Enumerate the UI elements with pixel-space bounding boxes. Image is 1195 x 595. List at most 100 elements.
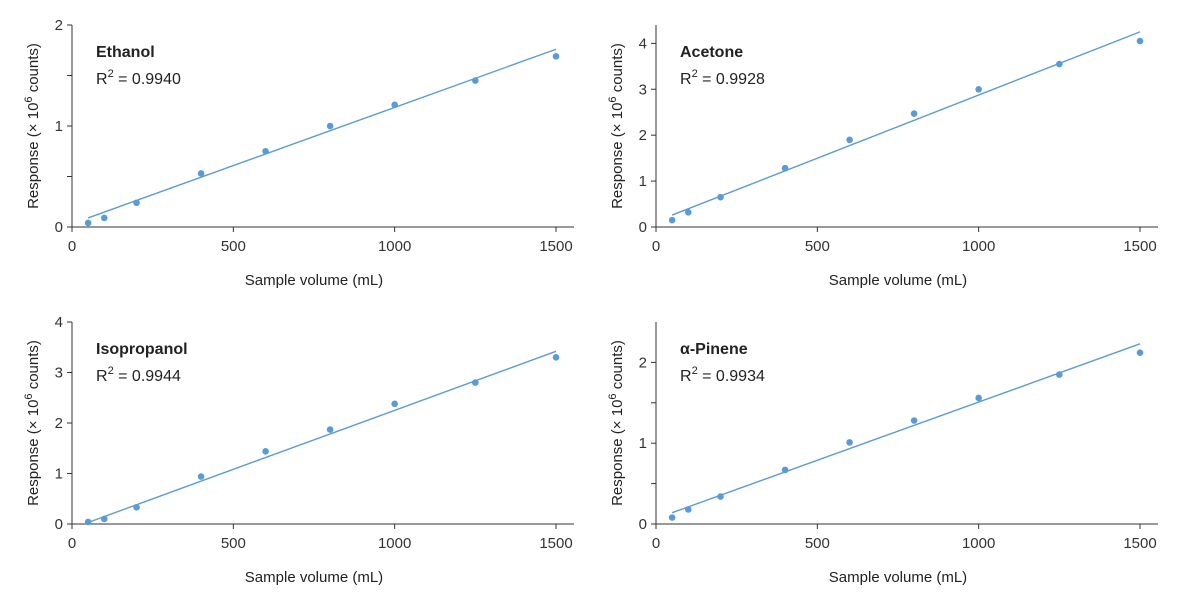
data-point bbox=[782, 467, 789, 474]
y-axis-title-main: Response (× 10 bbox=[25, 400, 42, 506]
panel-title: Ethanol bbox=[96, 44, 155, 61]
r-squared-value: = 0.9940 bbox=[114, 71, 181, 88]
chart-panel: 0 500 1000 1500 0 1 2 Sample volume (mL) Respons… bbox=[607, 322, 1158, 586]
r-squared-label: R2 = 0.9928 bbox=[680, 68, 765, 88]
y-axis-title-main: Response (× 10 bbox=[609, 103, 626, 209]
data-point bbox=[262, 448, 269, 455]
data-point bbox=[685, 506, 692, 513]
data-point bbox=[101, 215, 108, 222]
data-point bbox=[133, 199, 140, 206]
r-squared-label: R2 = 0.9944 bbox=[96, 365, 181, 385]
y-tick-label: 2 bbox=[639, 354, 647, 371]
data-point bbox=[911, 110, 918, 117]
y-tick-label: 2 bbox=[55, 17, 63, 34]
data-point bbox=[553, 53, 560, 60]
data-point bbox=[472, 379, 479, 386]
r-squared-label: R2 = 0.9934 bbox=[680, 365, 765, 385]
y-axis-title-tail: counts) bbox=[25, 43, 42, 96]
data-point bbox=[846, 439, 853, 446]
y-tick-label: 4 bbox=[639, 35, 647, 52]
data-point bbox=[911, 417, 918, 424]
data-point bbox=[717, 194, 724, 201]
r-squared-value: = 0.9944 bbox=[114, 368, 181, 385]
r-squared-value: = 0.9928 bbox=[698, 71, 765, 88]
y-tick-label: 0 bbox=[639, 219, 647, 236]
panel-title: α-Pinene bbox=[680, 341, 748, 358]
y-tick-label: 3 bbox=[55, 365, 63, 382]
data-point bbox=[685, 209, 692, 216]
y-tick-label: 1 bbox=[55, 118, 63, 135]
data-point bbox=[198, 473, 205, 480]
y-axis-title: Response (× 106 counts) bbox=[607, 43, 626, 209]
x-tick-label: 1000 bbox=[378, 238, 411, 255]
y-tick-label: 4 bbox=[55, 314, 63, 331]
x-axis-title: Sample volume (mL) bbox=[829, 569, 967, 586]
chart-panel: 0 500 1000 1500 0 1 2 3 4 Sample volume (mL) Respo… bbox=[607, 25, 1158, 289]
y-tick-label: 1 bbox=[55, 466, 63, 483]
chart-panel: 0 500 1000 1500 0 1 2 3 4 Sample volume (mL) Respo… bbox=[23, 314, 574, 586]
x-tick-label: 1000 bbox=[962, 238, 995, 255]
x-tick-label: 500 bbox=[221, 238, 246, 255]
r-squared-label: R2 = 0.9940 bbox=[96, 68, 181, 88]
data-point bbox=[262, 148, 269, 155]
y-tick-label: 3 bbox=[639, 81, 647, 98]
y-tick-label: 1 bbox=[639, 435, 647, 452]
x-axis-title: Sample volume (mL) bbox=[245, 272, 383, 289]
panel-title: Isopropanol bbox=[96, 341, 188, 358]
y-tick-label: 2 bbox=[55, 415, 63, 432]
r-squared-prefix: R bbox=[96, 368, 108, 385]
data-point bbox=[1056, 61, 1063, 68]
y-axis-title-tail: counts) bbox=[609, 340, 626, 393]
data-point bbox=[669, 217, 676, 224]
r-squared-prefix: R bbox=[680, 71, 692, 88]
data-point bbox=[846, 136, 853, 143]
data-point bbox=[553, 354, 560, 361]
calibration-figure: 0 500 1000 1500012Sample volume (mL)Respons… bbox=[0, 0, 1195, 595]
data-point bbox=[975, 395, 982, 402]
x-tick-label: 0 bbox=[652, 535, 660, 552]
y-axis-title: Response (× 106 counts) bbox=[607, 340, 626, 506]
y-tick-label: 1 bbox=[639, 173, 647, 190]
data-point bbox=[85, 220, 92, 227]
data-point bbox=[472, 77, 479, 84]
x-tick-label: 1000 bbox=[378, 535, 411, 552]
y-tick-label: 0 bbox=[55, 219, 63, 236]
data-point bbox=[327, 426, 334, 433]
x-tick-label: 1500 bbox=[539, 535, 572, 552]
r-squared-prefix: R bbox=[680, 368, 692, 385]
data-point bbox=[717, 493, 724, 500]
x-tick-label: 500 bbox=[805, 238, 830, 255]
data-point bbox=[391, 401, 398, 408]
data-point bbox=[1137, 38, 1144, 45]
r-squared-prefix: R bbox=[96, 71, 108, 88]
data-point bbox=[391, 101, 398, 108]
data-point bbox=[782, 165, 789, 172]
y-axis-title-tail: counts) bbox=[609, 43, 626, 96]
data-point bbox=[669, 514, 676, 521]
x-axis-title: Sample volume (mL) bbox=[245, 569, 383, 586]
y-axis-title-main: Response (× 10 bbox=[609, 400, 626, 506]
data-point bbox=[101, 516, 108, 523]
data-point bbox=[327, 123, 334, 130]
r-squared-value: = 0.9934 bbox=[698, 368, 765, 385]
panel-title: Acetone bbox=[680, 44, 743, 61]
chart-panel: 0 500 1000 1500 0 1 2 Sample volume (mL) Respons… bbox=[23, 17, 574, 289]
y-axis-title-tail: counts) bbox=[25, 340, 42, 393]
y-axis-title: Response (× 106 counts) bbox=[23, 340, 42, 506]
data-point bbox=[133, 504, 140, 511]
y-tick-label: 2 bbox=[639, 127, 647, 144]
y-tick-label: 0 bbox=[55, 516, 63, 533]
x-axis-title: Sample volume (mL) bbox=[829, 272, 967, 289]
y-axis-title: Response (× 106 counts) bbox=[23, 43, 42, 209]
x-tick-label: 1500 bbox=[539, 238, 572, 255]
data-point bbox=[975, 86, 982, 93]
y-axis-title-main: Response (× 10 bbox=[25, 103, 42, 209]
data-point bbox=[85, 519, 92, 526]
data-point bbox=[198, 170, 205, 177]
data-point bbox=[1137, 349, 1144, 356]
data-point bbox=[1056, 371, 1063, 378]
x-tick-label: 500 bbox=[805, 535, 830, 552]
x-tick-label: 0 bbox=[68, 535, 76, 552]
x-tick-label: 0 bbox=[68, 238, 76, 255]
x-tick-label: 1500 bbox=[1123, 238, 1156, 255]
